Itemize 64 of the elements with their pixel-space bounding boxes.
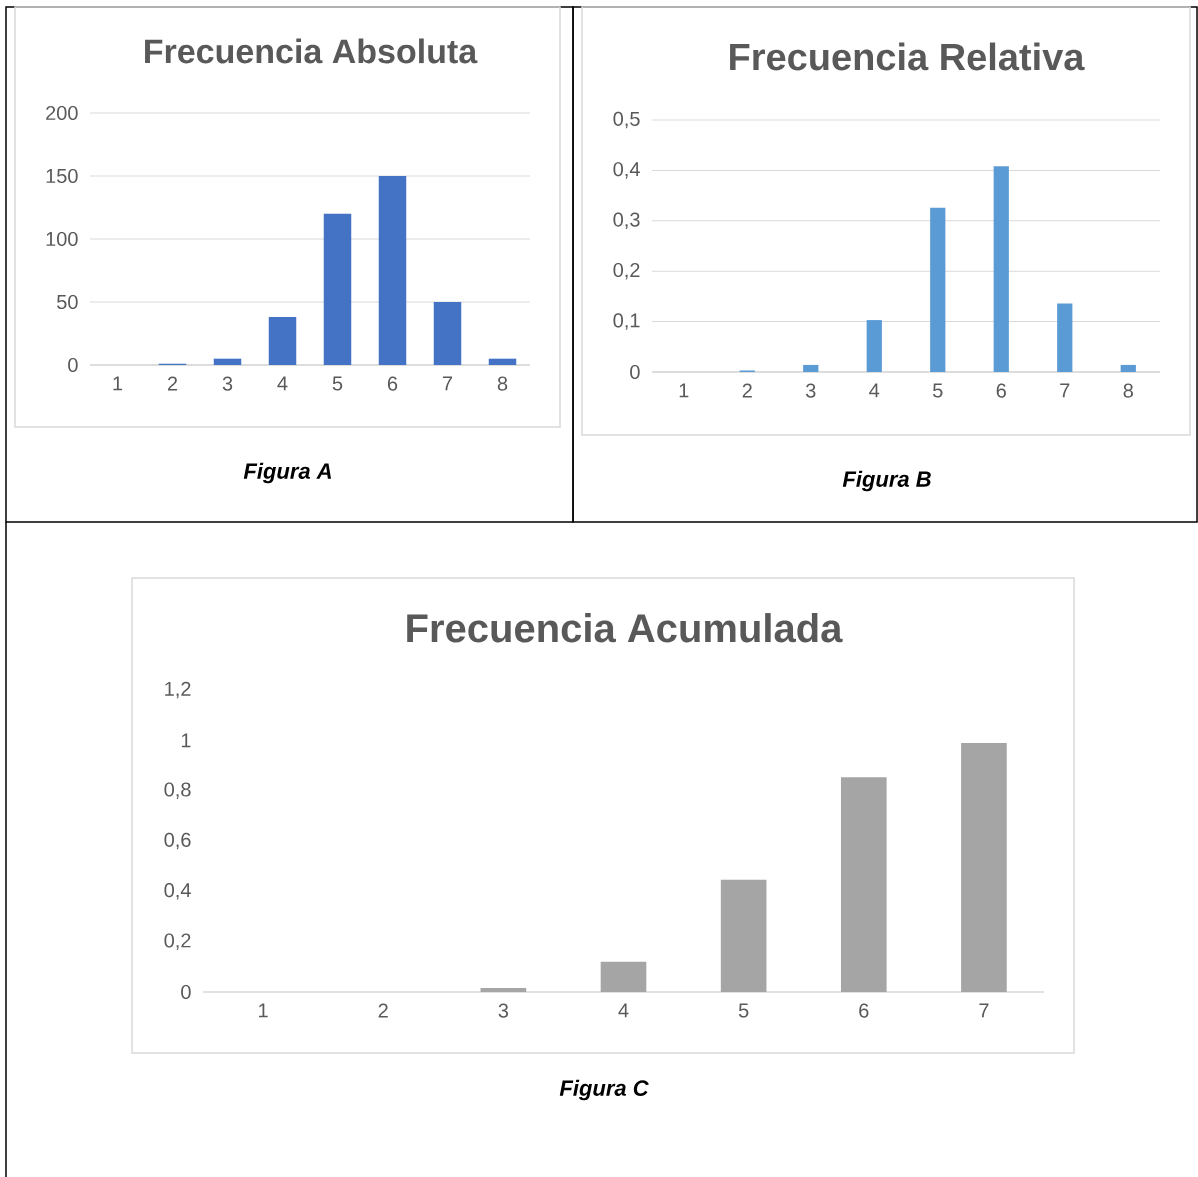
x-tick-label: 4 (869, 383, 880, 398)
x-tick-label: 2 (378, 1003, 388, 1018)
bar (803, 364, 819, 372)
y-tick-label: 0,1 (613, 313, 640, 330)
chart-title: Frecuencia Acumulada (407, 613, 843, 643)
x-tick-label: 4 (618, 1003, 629, 1018)
y-tick-label: 0,3 (613, 212, 640, 230)
bar (1057, 303, 1073, 372)
x-tick-label: 3 (222, 376, 233, 391)
y-tick-label: 1 (181, 733, 191, 748)
x-tick-label: 7 (1060, 383, 1070, 398)
y-tick-label: 0 (630, 364, 640, 380)
y-tick-label: 150 (46, 168, 78, 184)
text: Figura B (842, 470, 931, 492)
bar (268, 317, 297, 365)
bar (961, 743, 1007, 992)
y-tick-label: 0 (181, 984, 191, 1000)
x-tick-label: 2 (167, 376, 178, 391)
bar (840, 777, 887, 992)
x-tick-label: 3 (805, 383, 816, 398)
text: Figura A (243, 462, 332, 484)
y-tick-label: 100 (46, 231, 78, 247)
bar (378, 175, 407, 365)
y-tick-label: 50 (57, 294, 78, 310)
y-tick-label: 0,4 (613, 162, 640, 179)
x-tick-label: 5 (332, 376, 343, 391)
x-tick-label: 7 (979, 1003, 989, 1018)
x-tick-label: 5 (933, 383, 943, 398)
x-tick-label: 6 (859, 1003, 869, 1018)
bar (488, 358, 517, 365)
x-tick-label: 8 (497, 376, 508, 391)
y-tick-label: 0,4 (164, 883, 191, 900)
chart-title: Frecuencia Relativa (730, 42, 1085, 71)
x-tick-label: 8 (1123, 383, 1133, 398)
x-tick-label: 2 (742, 383, 752, 398)
x-tick-label: 1 (113, 376, 123, 391)
y-tick-label: 0,8 (164, 782, 191, 799)
y-tick-label: 0,2 (164, 933, 191, 950)
y-tick-label: 200 (46, 105, 78, 121)
x-tick-label: 6 (387, 376, 398, 391)
x-tick-label: 5 (738, 1003, 749, 1018)
x-tick-label: 7 (442, 376, 453, 391)
x-tick-label: 1 (679, 383, 689, 398)
bar (930, 207, 946, 372)
y-tick-label: 0,6 (164, 832, 191, 850)
x-tick-label: 4 (277, 376, 288, 391)
y-tick-label: 1,2 (165, 681, 191, 699)
bar (323, 213, 352, 365)
bar (433, 301, 462, 365)
bar (213, 358, 242, 365)
bar (600, 961, 647, 992)
x-tick-label: 3 (498, 1003, 509, 1018)
text: Figura C (559, 1079, 649, 1101)
bar (1120, 364, 1136, 372)
x-tick-label: 6 (996, 383, 1006, 398)
bar (480, 987, 527, 992)
bar (993, 166, 1009, 372)
y-tick-label: 0,5 (613, 111, 640, 129)
y-tick-label: 0,2 (613, 262, 640, 280)
y-tick-label: 0 (68, 357, 78, 373)
x-tick-label: 1 (259, 1003, 268, 1018)
chart-title: Frecuencia Absoluta (145, 38, 478, 64)
bar (720, 879, 767, 992)
bar (866, 320, 882, 372)
